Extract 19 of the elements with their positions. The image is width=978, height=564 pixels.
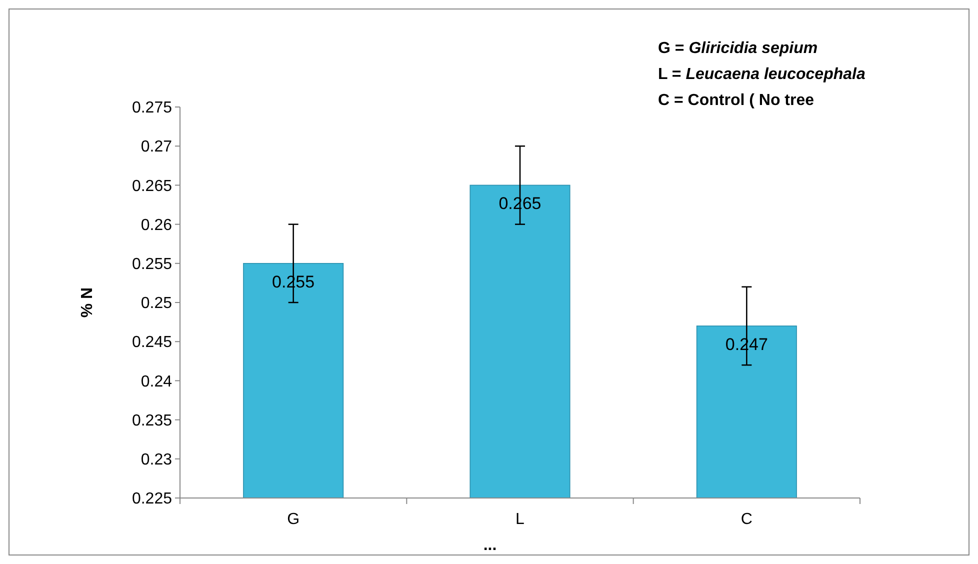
annotation: C = Control ( No tree — [658, 92, 814, 109]
y-tick-label: 0.25 — [140, 295, 172, 312]
x-tick-label: C — [740, 511, 752, 528]
y-tick-label: 0.27 — [140, 138, 172, 156]
y-axis-title: % N — [79, 287, 96, 318]
text: L = Leucaena leucocephala — [658, 66, 866, 83]
y-tick-label: 0.23 — [140, 452, 172, 468]
y-tick-label: 0.265 — [132, 178, 172, 195]
y-tick-label: 0.275 — [132, 100, 172, 117]
x-tick-label: G — [287, 511, 300, 528]
x-axis-title: ... — [483, 537, 497, 554]
y-tick-label: 0.24 — [140, 373, 172, 390]
y-tick-label: 0.255 — [132, 256, 172, 273]
x-tick-label: L — [516, 511, 525, 528]
text: G = Gliricidia sepium — [658, 40, 818, 57]
y-tick-label: 0.235 — [132, 412, 172, 430]
y-tick-label: 0.26 — [140, 216, 172, 234]
y-tick-label: 0.245 — [132, 334, 172, 352]
y-tick-label: 0.225 — [132, 490, 172, 508]
